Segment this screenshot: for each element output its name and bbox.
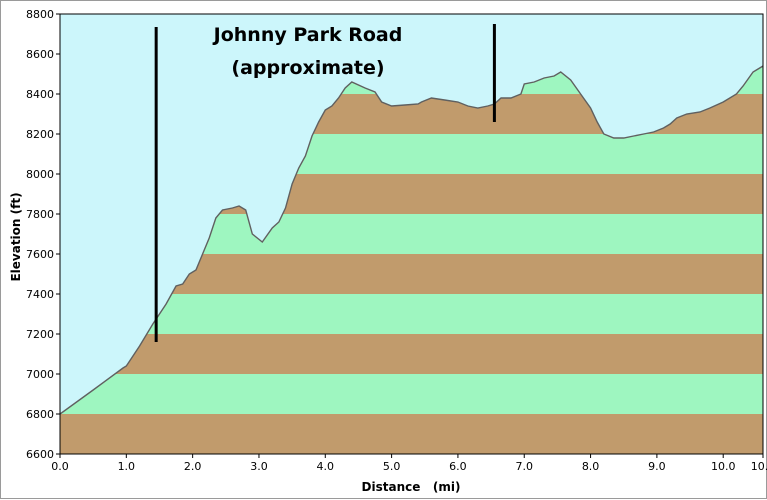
elevation-band (60, 414, 763, 454)
x-tick-label: 10.6 (751, 460, 767, 473)
x-tick-label: 4.0 (317, 460, 335, 473)
x-tick-label: 3.0 (250, 460, 268, 473)
y-axis-label: Elevation (ft) (9, 192, 23, 281)
x-axis-label: Distance (mi) (362, 480, 461, 494)
x-tick-label: 6.0 (449, 460, 467, 473)
x-tick-label: 7.0 (515, 460, 533, 473)
x-tick-label: 8.0 (582, 460, 600, 473)
x-tick-label: 9.0 (648, 460, 666, 473)
y-tick-label: 7800 (26, 208, 54, 221)
y-tick-label: 8200 (26, 128, 54, 141)
y-tick-label: 7400 (26, 288, 54, 301)
elevation-profile-line (60, 65, 763, 415)
x-tick-label: 10.0 (711, 460, 736, 473)
x-tick-label: 5.0 (383, 460, 401, 473)
y-tick-label: 7000 (26, 368, 54, 381)
y-tick-label: 8800 (26, 8, 54, 21)
y-tick-label: 7600 (26, 248, 54, 261)
elevation-band (60, 334, 763, 374)
y-tick-label: 8600 (26, 48, 54, 61)
elevation-band (60, 294, 763, 334)
y-tick-label: 8400 (26, 88, 54, 101)
y-tick-label: 8000 (26, 168, 54, 181)
y-tick-label: 7200 (26, 328, 54, 341)
y-tick-label: 6800 (26, 408, 54, 421)
y-tick-label: 6600 (26, 448, 54, 461)
chart-title-line-1: Johnny Park Road (212, 24, 403, 46)
plot-border (59, 13, 764, 455)
x-tick-label: 2.0 (184, 460, 202, 473)
x-tick-label: 1.0 (118, 460, 136, 473)
x-tick-label: 0.0 (51, 460, 69, 473)
elevation-band (60, 374, 763, 414)
chart-title-line-2: (approximate) (231, 57, 384, 79)
